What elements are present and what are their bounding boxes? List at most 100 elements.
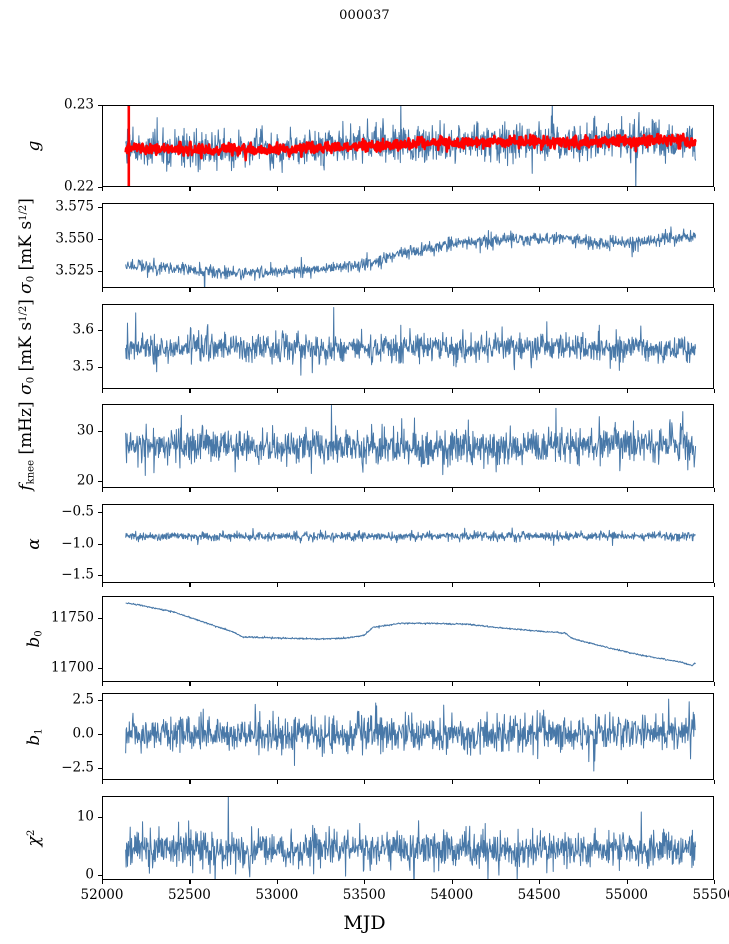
y-axis-label-g: g (24, 140, 44, 152)
y-tick-mark (98, 271, 102, 273)
y-tick-mark (98, 875, 102, 877)
x-tick-mark (189, 880, 191, 884)
series-g_smooth (126, 134, 696, 160)
series-f_knee (126, 405, 696, 475)
y-tick-mark (98, 699, 102, 701)
x-tick-mark (539, 880, 541, 884)
x-tick-mark (276, 880, 278, 884)
x-tick-label: 55000 (605, 887, 649, 903)
x-tick-mark (189, 780, 191, 784)
x-tick-mark (276, 780, 278, 784)
y-tick-label-b0: 11700 (51, 659, 94, 676)
y-tick-label-b0: 11750 (51, 609, 94, 626)
x-tick-mark (102, 288, 104, 292)
x-tick-mark (189, 389, 191, 393)
x-tick-mark (364, 880, 366, 884)
y-tick-label-alpha: −1.5 (61, 566, 94, 583)
x-tick-label: 53000 (255, 887, 299, 903)
x-tick-mark (626, 880, 628, 884)
plot-panel-b1 (102, 693, 714, 780)
x-tick-mark (189, 187, 191, 191)
x-tick-label: 52500 (167, 887, 211, 903)
y-tick-mark (98, 329, 102, 331)
x-tick-mark (102, 389, 104, 393)
y-tick-mark (98, 187, 102, 189)
y-tick-label-b1: −2.5 (61, 759, 94, 776)
x-tick-mark (364, 780, 366, 784)
x-tick-mark (102, 187, 104, 191)
series-b_0 (126, 603, 696, 666)
x-tick-label: 53500 (342, 887, 386, 903)
y-tick-label-sigma0b: 3.5 (72, 358, 94, 375)
series-chi2 (126, 797, 696, 879)
plot-panel-sigma0 (102, 203, 714, 288)
x-tick-mark (714, 288, 716, 292)
x-tick-mark (189, 583, 191, 587)
y-tick-label-alpha: −0.5 (61, 502, 94, 519)
x-tick-mark (626, 682, 628, 686)
x-tick-label: 55500 (692, 887, 729, 903)
y-tick-label-g: 0.22 (63, 178, 94, 195)
x-tick-mark (364, 389, 366, 393)
y-tick-mark (98, 575, 102, 577)
x-axis-label: MJD (343, 912, 386, 934)
x-tick-mark (539, 288, 541, 292)
x-tick-mark (626, 389, 628, 393)
plot-panel-alpha (102, 504, 714, 583)
y-tick-mark (98, 480, 102, 482)
x-tick-mark (451, 187, 453, 191)
x-tick-mark (276, 389, 278, 393)
y-tick-label-sigma0b: 3.6 (72, 321, 94, 338)
x-tick-mark (714, 389, 716, 393)
y-tick-label-sigma0: 3.550 (55, 230, 94, 247)
series-alpha (126, 528, 696, 546)
y-axis-label-alpha: α (24, 537, 44, 550)
y-tick-mark (98, 767, 102, 769)
x-tick-mark (451, 780, 453, 784)
y-tick-mark (98, 543, 102, 545)
y-axis-label-sigma0b: σ0 [mK s1/2] (15, 298, 37, 395)
x-tick-mark (276, 583, 278, 587)
y-tick-mark (98, 206, 102, 208)
y-tick-mark (98, 431, 102, 433)
y-axis-label-b0: b0 (23, 630, 45, 648)
plot-panel-chi2 (102, 796, 714, 880)
x-tick-mark (276, 488, 278, 492)
x-tick-mark (626, 288, 628, 292)
plot-panel-g (102, 105, 714, 187)
x-tick-mark (189, 488, 191, 492)
x-tick-mark (714, 880, 716, 884)
x-tick-mark (451, 583, 453, 587)
x-tick-mark (539, 780, 541, 784)
x-tick-mark (451, 288, 453, 292)
y-axis-label-sigma0: σ0 [mK s1/2] (15, 197, 37, 294)
x-tick-mark (276, 187, 278, 191)
x-tick-mark (364, 682, 366, 686)
y-tick-mark (98, 816, 102, 818)
x-tick-label: 54000 (430, 887, 474, 903)
x-tick-mark (102, 682, 104, 686)
x-tick-mark (714, 583, 716, 587)
x-tick-mark (189, 288, 191, 292)
x-tick-mark (364, 488, 366, 492)
y-tick-mark (98, 511, 102, 513)
x-tick-mark (539, 187, 541, 191)
x-tick-mark (539, 389, 541, 393)
x-tick-mark (102, 488, 104, 492)
y-tick-mark (98, 366, 102, 368)
x-tick-mark (451, 880, 453, 884)
y-tick-label-alpha: −1.0 (61, 534, 94, 551)
x-tick-mark (451, 389, 453, 393)
y-axis-label-b1: b1 (23, 727, 45, 746)
x-tick-mark (102, 880, 104, 884)
plot-panel-b0 (102, 596, 714, 682)
x-tick-mark (276, 288, 278, 292)
y-tick-label-b1: 2.5 (72, 691, 94, 708)
x-tick-mark (189, 682, 191, 686)
y-tick-label-fknee: 30 (76, 422, 94, 439)
y-tick-mark (98, 105, 102, 107)
y-tick-mark (98, 618, 102, 620)
plot-panel-fknee (102, 404, 714, 488)
y-tick-mark (98, 733, 102, 735)
